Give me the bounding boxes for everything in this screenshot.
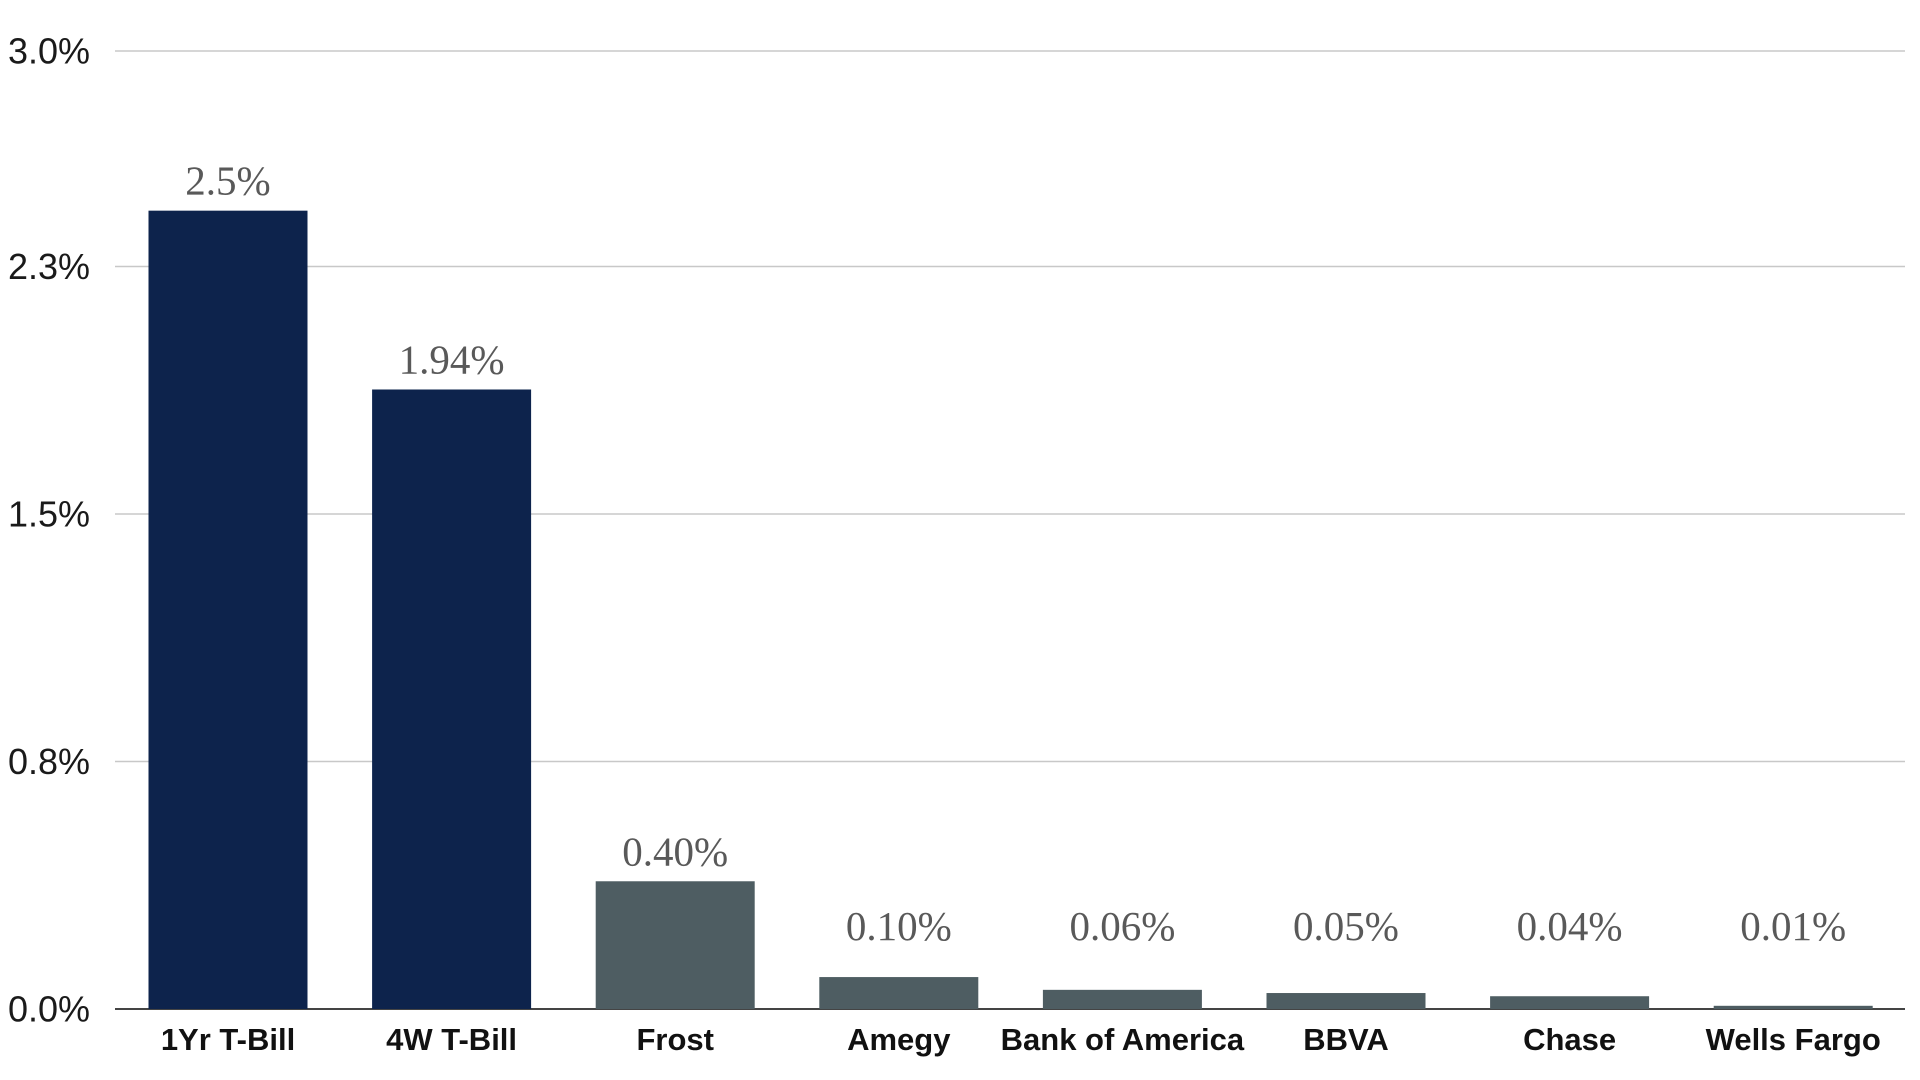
bar-1yr-t-bill — [148, 210, 308, 1009]
y-tick-label: 3.0% — [8, 31, 90, 72]
x-tick-label: Bank of America — [1001, 1022, 1245, 1057]
bar-chase — [1490, 996, 1650, 1009]
data-label: 0.06% — [1069, 903, 1175, 949]
bar-bbva — [1266, 993, 1426, 1009]
y-tick-label: 0.8% — [8, 741, 90, 782]
data-label: 0.40% — [622, 828, 728, 874]
bar-4w-t-bill — [372, 389, 532, 1009]
bar-bank-of-america — [1042, 989, 1202, 1009]
data-label: 0.04% — [1517, 903, 1623, 949]
x-tick-label: BBVA — [1303, 1022, 1389, 1057]
data-label: 1.94% — [399, 336, 505, 382]
x-tick-label: 4W T-Bill — [386, 1022, 517, 1057]
x-tick-label: Chase — [1523, 1022, 1616, 1057]
data-label: 0.01% — [1740, 903, 1846, 949]
x-tick-label: 1Yr T-Bill — [161, 1022, 295, 1057]
bar-frost — [595, 881, 755, 1009]
y-tick-label: 0.0% — [8, 989, 90, 1030]
data-label: 0.05% — [1293, 903, 1399, 949]
x-tick-label: Wells Fargo — [1706, 1022, 1881, 1057]
data-label: 0.10% — [846, 903, 952, 949]
y-axis: 0.0% 0.8% 1.5% 2.3% 3.0% — [8, 31, 90, 1030]
bars — [148, 210, 1873, 1009]
y-tick-label: 1.5% — [8, 494, 90, 535]
data-label: 2.5% — [185, 158, 270, 204]
data-labels: 2.5% 1.94% 0.40% 0.10% 0.06% 0.05% 0.04% 0.01% — [185, 158, 1846, 949]
x-tick-label: Frost — [636, 1022, 714, 1057]
y-tick-label: 2.3% — [8, 246, 90, 287]
x-axis: 1Yr T-Bill 4W T-Bill Frost Amegy Bank of Ame… — [161, 1022, 1881, 1057]
bar-wells-fargo — [1713, 1005, 1873, 1009]
x-tick-label: Amegy — [847, 1022, 951, 1057]
bar-amegy — [819, 977, 979, 1009]
